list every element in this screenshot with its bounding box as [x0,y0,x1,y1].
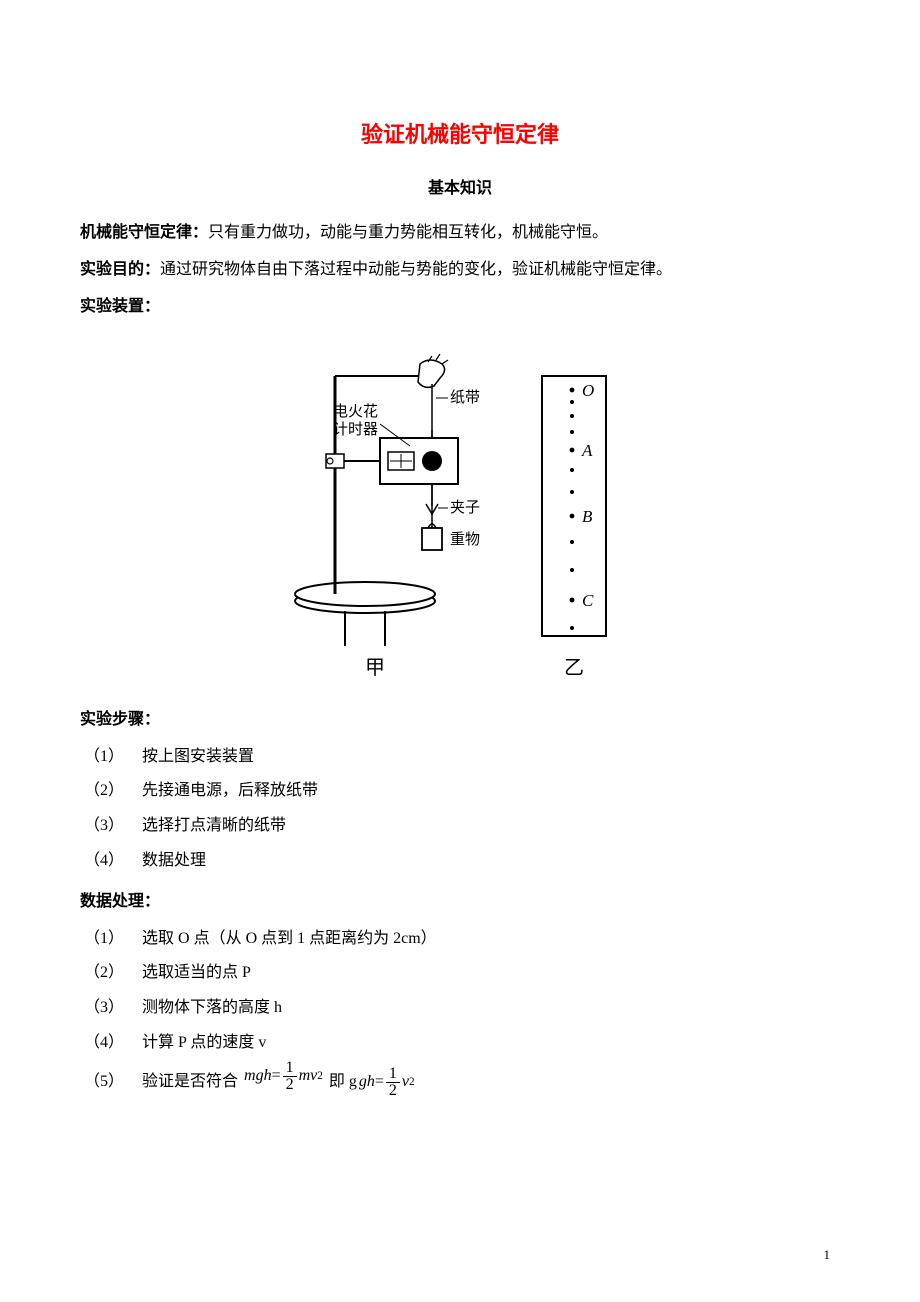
step-num: （3） [84,817,124,834]
step-text: 选取适当的点 P [142,964,251,981]
purpose-label: 实验目的： [80,261,160,278]
list-item: （2） 选取适当的点 P [84,959,840,988]
label-A: A [581,441,593,460]
subtitle: 基本知识 [80,175,840,204]
diagram-svg: 电火花 计时器 纸带 夹子 重物 甲 [290,346,630,686]
apparatus-label: 实验装置： [80,298,160,315]
step-num: （1） [84,748,124,765]
sq1: 2 [317,1066,323,1086]
frac-half-2: 1 2 [386,1066,400,1099]
step-text: 计算 P 点的速度 v [142,1034,266,1051]
title-text: 验证机械能守恒定律 [361,122,559,147]
list-item: （3） 选择打点清晰的纸带 [84,812,840,841]
mgh: mgh [244,1062,272,1091]
step-text: 先接通电源，后释放纸带 [142,782,318,799]
gh: gh [359,1068,375,1097]
label-spark: 电火花 [333,403,378,420]
step-text: 按上图安装装置 [142,748,254,765]
apparatus-line: 实验装置： [80,293,840,322]
label-weight: 重物 [450,531,480,548]
mv: mv [299,1062,318,1091]
label-B: B [582,507,593,526]
label-O: O [582,381,594,400]
sq2: 2 [409,1072,415,1092]
steps-heading: 实验步骤： [80,706,840,735]
list-item: （4） 计算 P 点的速度 v [84,1029,840,1058]
step-num: （5） [84,1068,124,1097]
label-tape: 纸带 [450,389,480,406]
law-label: 机械能守恒定律： [80,224,208,241]
page-title: 验证机械能守恒定律 [80,115,840,155]
list-item: （3） 测物体下落的高度 h [84,994,840,1023]
frac-half-1: 1 2 [283,1060,297,1093]
law-line: 机械能守恒定律：只有重力做功，动能与重力势能相互转化，机械能守恒。 [80,219,840,248]
eq: = [272,1062,281,1091]
label-left-caption: 甲 [365,657,385,679]
formula-mid: 即 g [329,1068,357,1097]
purpose-text: 通过研究物体自由下落过程中动能与势能的变化，验证机械能守恒定律。 [160,261,672,278]
step-text: 测物体下落的高度 h [142,999,282,1016]
step-num: （1） [84,930,124,947]
label-right-caption: 乙 [564,657,584,679]
eq2: = [375,1068,384,1097]
purpose-line: 实验目的：通过研究物体自由下落过程中动能与势能的变化，验证机械能守恒定律。 [80,256,840,285]
label-C: C [582,591,594,610]
step-num: （3） [84,999,124,1016]
formula-line: （5） 验证是否符合 mgh = 1 2 mv2 即 g gh = 1 2 v2 [84,1066,840,1099]
label-timer: 计时器 [333,421,378,438]
list-item: （2） 先接通电源，后释放纸带 [84,777,840,806]
step-num: （4） [84,852,124,869]
list-item: （1） 按上图安装装置 [84,743,840,772]
formula-prefix: 验证是否符合 [142,1068,238,1097]
step-num: （2） [84,782,124,799]
apparatus-diagram: 电火花 计时器 纸带 夹子 重物 甲 [80,346,840,686]
v: v [402,1068,409,1097]
list-item: （4） 数据处理 [84,847,840,876]
step-num: （2） [84,964,124,981]
step-text: 选择打点清晰的纸带 [142,817,286,834]
list-item: （1） 选取 O 点（从 O 点到 1 点距离约为 2cm） [84,925,840,954]
step-text: 数据处理 [142,852,206,869]
step-text: 选取 O 点（从 O 点到 1 点距离约为 2cm） [142,930,437,947]
page-number: 1 [824,1243,831,1266]
label-clip: 夹子 [450,499,480,516]
data-heading: 数据处理： [80,888,840,917]
step-num: （4） [84,1034,124,1051]
law-text: 只有重力做功，动能与重力势能相互转化，机械能守恒。 [208,224,608,241]
